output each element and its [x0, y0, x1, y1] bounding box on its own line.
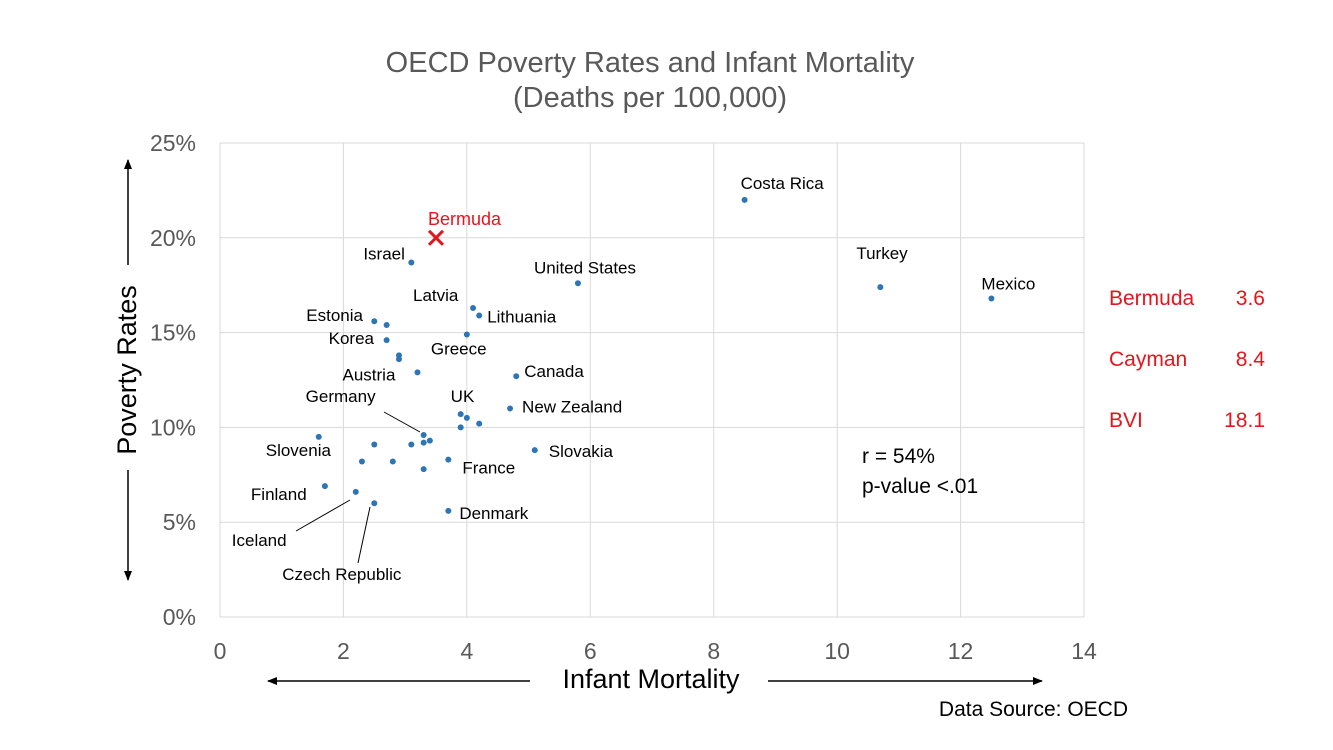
- point-uk: [457, 411, 464, 418]
- point: [457, 424, 464, 431]
- x-tick-label: 10: [824, 638, 850, 664]
- point: [383, 322, 390, 329]
- x-tick-label: 8: [707, 638, 720, 664]
- point: [426, 437, 433, 444]
- point: [389, 458, 396, 465]
- point-labels: Costa Rica Turkey Mexico United States Israe…: [232, 174, 1036, 584]
- point-label: Slovenia: [266, 441, 332, 460]
- point-austria: [414, 369, 421, 376]
- plot-area-border: [219, 142, 1085, 618]
- point-label: Slovakia: [549, 442, 614, 461]
- point-mexico: [988, 295, 995, 302]
- correlation-annotation: r = 54%: [862, 445, 935, 468]
- side-table-name: Bermuda: [1109, 287, 1195, 310]
- tick-labels: 0 2 4 6 8 10 12 14 0% 5% 10% 15% 20% 25%: [150, 130, 1097, 664]
- point-label: United States: [534, 258, 636, 277]
- x-tick-label: 0: [214, 638, 227, 664]
- point-finland: [321, 483, 328, 490]
- point-label: New Zealand: [522, 397, 622, 416]
- germany-leader-line: [383, 411, 421, 433]
- data-points: [315, 196, 995, 514]
- point-label: Turkey: [856, 244, 908, 263]
- point-slovenia: [315, 433, 322, 440]
- point-label: Estonia: [306, 306, 363, 325]
- side-table-value: 18.1: [1224, 409, 1265, 432]
- chart-subtitle: (Deaths per 100,000): [513, 82, 787, 114]
- point-latvia: [470, 304, 477, 311]
- point-turkey: [877, 284, 884, 291]
- point: [371, 441, 378, 448]
- point-label: Finland: [251, 485, 307, 504]
- point: [395, 356, 402, 363]
- y-tick-label: 5%: [163, 509, 196, 535]
- point: [420, 466, 427, 473]
- bermuda-highlight: Bermuda: [427, 209, 502, 246]
- y-tick-label: 10%: [150, 414, 196, 440]
- y-axis-title: Poverty Rates: [112, 285, 142, 455]
- iceland-leader-line: [295, 499, 351, 532]
- point-france: [445, 456, 452, 463]
- point-label: Denmark: [459, 504, 528, 523]
- point-canada: [513, 373, 520, 380]
- y-tick-label: 25%: [150, 130, 196, 156]
- point-israel: [408, 259, 415, 266]
- point-lithuania: [476, 312, 483, 319]
- point-germany: [420, 431, 427, 438]
- bermuda-marker-icon: [427, 229, 445, 246]
- point: [358, 458, 365, 465]
- data-source-note: Data Source: OECD: [939, 698, 1128, 721]
- czech-republic-leader-line: [357, 506, 371, 564]
- bermuda-label: Bermuda: [428, 209, 502, 229]
- side-table-value: 3.6: [1236, 287, 1265, 310]
- point-new-zealand: [507, 405, 514, 412]
- x-axis-title: Infant Mortality: [562, 664, 740, 694]
- point-iceland: [352, 488, 359, 495]
- point-greece: [463, 331, 470, 338]
- point-united-states: [574, 280, 581, 287]
- point-label: Germany: [306, 387, 376, 406]
- point-label: Costa Rica: [741, 174, 825, 193]
- leader-lines: [295, 411, 421, 564]
- side-table: Bermuda 3.6 Cayman 8.4 BVI 18.1: [1109, 287, 1265, 432]
- side-table-name: Cayman: [1109, 348, 1187, 371]
- x-tick-label: 12: [948, 638, 974, 664]
- point-label: UK: [451, 387, 475, 406]
- point-korea: [383, 337, 390, 344]
- point-label: Lithuania: [487, 308, 557, 327]
- p-value-annotation: p-value <.01: [862, 475, 978, 498]
- x-tick-label: 4: [460, 638, 473, 664]
- x-tick-label: 6: [584, 638, 597, 664]
- point-label: Iceland: [232, 531, 287, 550]
- chart-title: OECD Poverty Rates and Infant Mortality: [386, 47, 915, 79]
- side-table-name: BVI: [1109, 409, 1143, 432]
- point-czech-republic: [371, 500, 378, 507]
- x-tick-label: 2: [337, 638, 350, 664]
- point-label: Korea: [329, 329, 375, 348]
- x-tick-label: 14: [1071, 638, 1097, 664]
- point-label: Greece: [431, 339, 487, 358]
- point: [408, 441, 415, 448]
- grid-lines: [220, 143, 1084, 617]
- point-slovakia: [531, 447, 538, 454]
- point-denmark: [445, 507, 452, 514]
- point-label: France: [462, 459, 515, 478]
- point: [476, 420, 483, 427]
- point-label: Mexico: [981, 274, 1035, 293]
- point-label: Austria: [342, 365, 395, 384]
- point-costa-rica: [741, 196, 748, 203]
- point-label: Czech Republic: [282, 565, 402, 584]
- point-estonia: [371, 318, 378, 325]
- point-label: Latvia: [413, 286, 459, 305]
- y-tick-label: 15%: [150, 320, 196, 346]
- point-label: Israel: [363, 244, 405, 263]
- y-tick-label: 20%: [150, 225, 196, 251]
- point: [420, 439, 427, 446]
- y-tick-label: 0%: [163, 604, 196, 630]
- point-label: Canada: [524, 362, 584, 381]
- point: [463, 414, 470, 421]
- side-table-value: 8.4: [1236, 348, 1266, 371]
